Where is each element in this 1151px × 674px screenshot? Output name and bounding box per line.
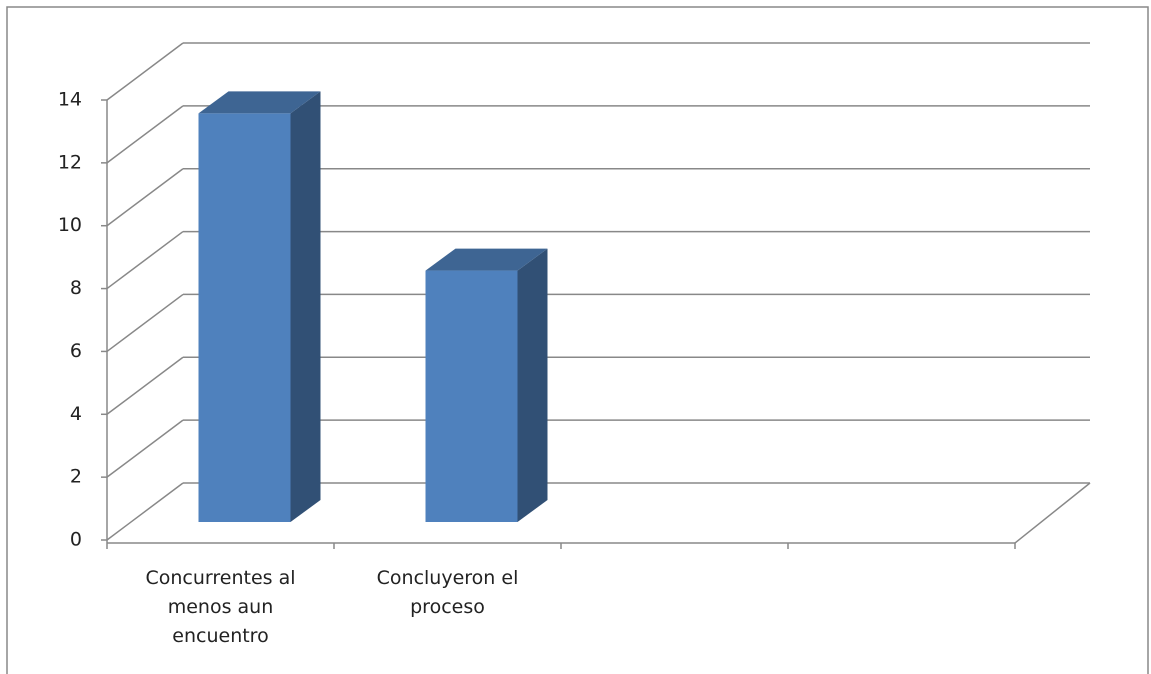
wall-grid-line — [106, 105, 184, 164]
y-tick-label: 2 — [70, 466, 82, 488]
bar — [198, 113, 291, 522]
wall-grid-line — [106, 293, 184, 353]
bar-top — [425, 248, 548, 271]
bar-side — [517, 248, 548, 523]
floor-edge — [1014, 482, 1091, 544]
y-tick-label: 0 — [70, 529, 82, 551]
wall-grid-line — [106, 230, 184, 290]
y-tick-label: 8 — [70, 277, 82, 299]
chart-border — [6, 6, 1149, 674]
y-tick-label: 4 — [70, 403, 82, 425]
wall-grid-line — [106, 356, 184, 415]
y-tick-label: 10 — [58, 214, 82, 236]
wall-grid-line — [106, 168, 184, 227]
y-tick-label: 12 — [58, 151, 82, 173]
bar-side — [290, 91, 321, 522]
bar-top — [198, 91, 321, 114]
x-tick-label: Concurrentes al menos aun encuentro — [145, 567, 296, 647]
bar — [425, 270, 518, 522]
wall-grid-line — [106, 419, 184, 478]
wall-grid-line — [106, 482, 184, 541]
y-tick-label: 14 — [58, 89, 82, 111]
x-tick-label: Concluyeron el proceso — [376, 567, 519, 618]
y-tick-label: 6 — [70, 340, 82, 362]
wall-grid-line — [106, 42, 184, 101]
